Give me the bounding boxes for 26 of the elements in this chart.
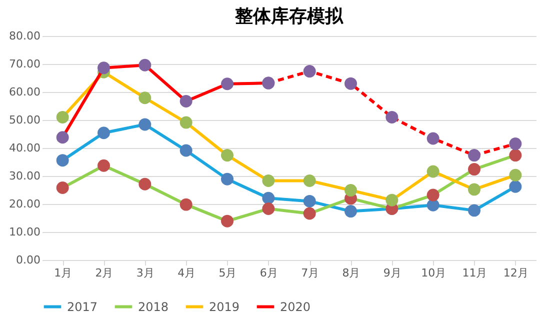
legend-label: 2020 — [280, 300, 311, 314]
y-tick-label: 50.00 — [9, 114, 40, 126]
y-tick-label: 0.00 — [16, 254, 40, 266]
legend-label: 2019 — [209, 300, 240, 314]
x-tick-label: 9月 — [383, 266, 402, 280]
legend-label: 2017 — [67, 300, 98, 314]
x-tick-label: 8月 — [342, 266, 360, 280]
x-tick-label: 11月 — [462, 266, 488, 280]
legend-label: 2018 — [138, 300, 169, 314]
y-tick-label: 60.00 — [9, 86, 40, 98]
x-tick-label: 4月 — [178, 266, 196, 280]
y-tick-label: 30.00 — [9, 170, 40, 182]
x-tick-label: 7月 — [301, 266, 320, 280]
y-tick-label: 10.00 — [9, 226, 40, 238]
x-tick-label: 10月 — [421, 266, 446, 280]
x-tick-label: 1月 — [54, 266, 72, 280]
x-tick-label: 6月 — [260, 266, 278, 280]
x-tick-label: 2月 — [95, 266, 114, 280]
chart-title: 整体库存模拟 — [234, 6, 344, 27]
x-tick-label: 5月 — [218, 266, 237, 280]
x-tick-label: 3月 — [136, 266, 154, 280]
y-tick-label: 20.00 — [9, 198, 40, 210]
y-tick-label: 70.00 — [9, 58, 40, 70]
y-tick-label: 80.00 — [9, 30, 40, 42]
x-tick-label: 12月 — [503, 266, 528, 280]
y-tick-label: 40.00 — [9, 142, 40, 154]
